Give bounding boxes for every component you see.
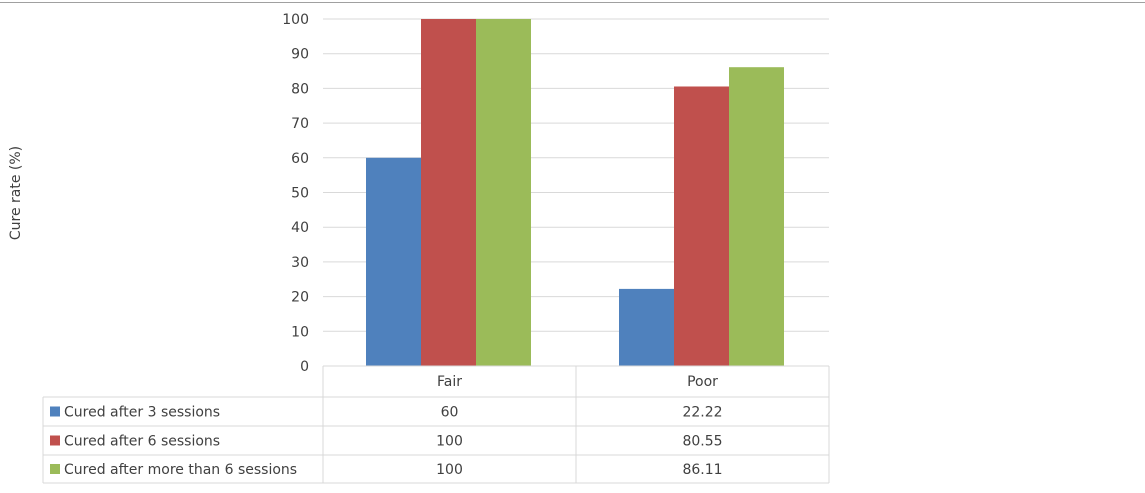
y-tick-label: 50 (291, 186, 309, 202)
legend-label: Cured after 3 sessions (64, 405, 220, 421)
bars (366, 19, 784, 366)
y-tick-label: 80 (291, 81, 309, 97)
y-tick-label: 30 (291, 255, 309, 271)
table-cell-value: 60 (441, 405, 459, 421)
y-axis-tick-labels: 0 10 20 30 40 50 60 70 80 90 100 (282, 12, 309, 375)
bar (619, 288, 674, 366)
y-axis-label: Cure rate (%) (8, 146, 24, 240)
y-tick-label: 40 (291, 220, 309, 236)
y-tick-label: 0 (300, 359, 309, 375)
legend-swatch (50, 464, 60, 474)
table-cell-value: 80.55 (682, 434, 722, 450)
y-tick-label: 70 (291, 116, 309, 132)
legend-label: Cured after more than 6 sessions (64, 462, 297, 478)
y-tick-label: 10 (291, 324, 309, 340)
y-tick-label: 100 (282, 12, 309, 28)
data-table: Fair Poor Cured after 3 sessions 60 22.22 Cur… (42, 365, 830, 484)
table-cell-value: 86.11 (682, 462, 722, 478)
bar (366, 157, 421, 366)
bar (674, 86, 729, 366)
y-tick-label: 90 (291, 47, 309, 63)
y-tick-label: 20 (291, 290, 309, 306)
x-category-label: Fair (437, 374, 462, 390)
legend-swatch (50, 435, 60, 446)
bar (729, 67, 784, 366)
legend-swatch (50, 406, 60, 417)
bar (421, 19, 476, 366)
legend-label: Cured after 6 sessions (64, 434, 220, 450)
table-cell-value: 22.22 (682, 405, 722, 421)
table-cell-value: 100 (436, 462, 463, 478)
table-cell-value: 100 (436, 434, 463, 450)
y-tick-label: 60 (291, 151, 309, 167)
bar (476, 19, 531, 366)
x-category-label: Poor (687, 374, 718, 390)
